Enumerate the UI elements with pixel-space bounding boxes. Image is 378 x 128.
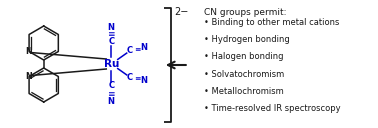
Text: C: C — [108, 38, 114, 46]
Text: • Time-resolved IR spectroscopy: • Time-resolved IR spectroscopy — [204, 104, 340, 113]
Text: N: N — [108, 97, 115, 105]
Text: CN groups permit:: CN groups permit: — [204, 8, 286, 17]
Text: N: N — [108, 23, 115, 31]
Text: 2−: 2− — [174, 7, 188, 17]
Text: N: N — [140, 43, 147, 52]
Text: • Hydrogen bonding: • Hydrogen bonding — [204, 35, 290, 44]
Text: ≡: ≡ — [134, 74, 140, 83]
Text: Ru: Ru — [104, 59, 119, 69]
Text: C: C — [127, 46, 133, 55]
Text: • Halogen bonding: • Halogen bonding — [204, 52, 283, 61]
Text: ≡: ≡ — [107, 89, 115, 99]
Text: N: N — [26, 47, 33, 56]
Text: ≡: ≡ — [134, 45, 140, 54]
Text: • Binding to other metal cations: • Binding to other metal cations — [204, 18, 339, 27]
Text: ≡: ≡ — [107, 29, 115, 39]
Text: • Solvatochromism: • Solvatochromism — [204, 70, 284, 79]
Text: N: N — [140, 76, 147, 85]
Text: N: N — [26, 72, 33, 81]
Text: C: C — [108, 82, 114, 90]
Text: • Metallochromism: • Metallochromism — [204, 87, 284, 96]
Text: C: C — [127, 73, 133, 82]
